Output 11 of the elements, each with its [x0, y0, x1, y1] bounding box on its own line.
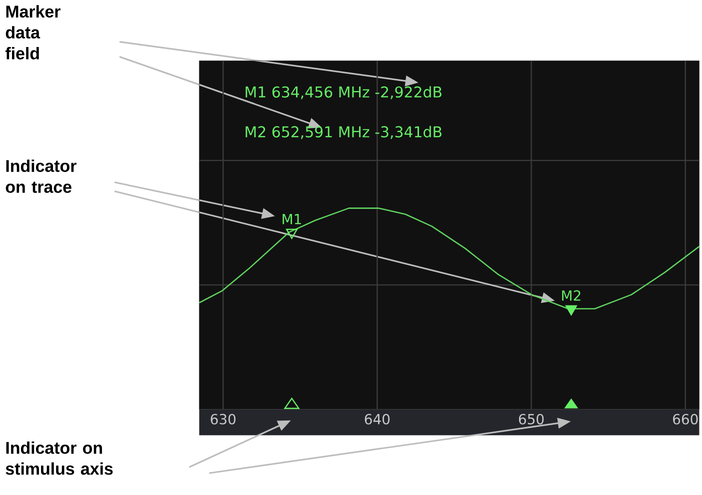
series-label: M1	[282, 214, 301, 224]
text: M2 652,591 MHz -3,341dB	[246, 126, 442, 139]
text: Indicator on trace	[6, 160, 76, 193]
x-tick-label: 640	[364, 414, 390, 424]
text: Indicator on stimulus axis	[6, 441, 113, 475]
series-label: M2	[562, 290, 580, 301]
x-tick-label: 650	[518, 414, 544, 424]
text: M1 634,456 MHz -2,922dB	[246, 86, 442, 100]
text: Marker data field	[5, 5, 60, 60]
x-tick-label: 660	[673, 414, 698, 424]
x-tick-label: 630	[210, 414, 236, 424]
